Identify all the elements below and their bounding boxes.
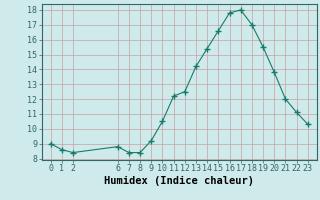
X-axis label: Humidex (Indice chaleur): Humidex (Indice chaleur) <box>104 176 254 186</box>
